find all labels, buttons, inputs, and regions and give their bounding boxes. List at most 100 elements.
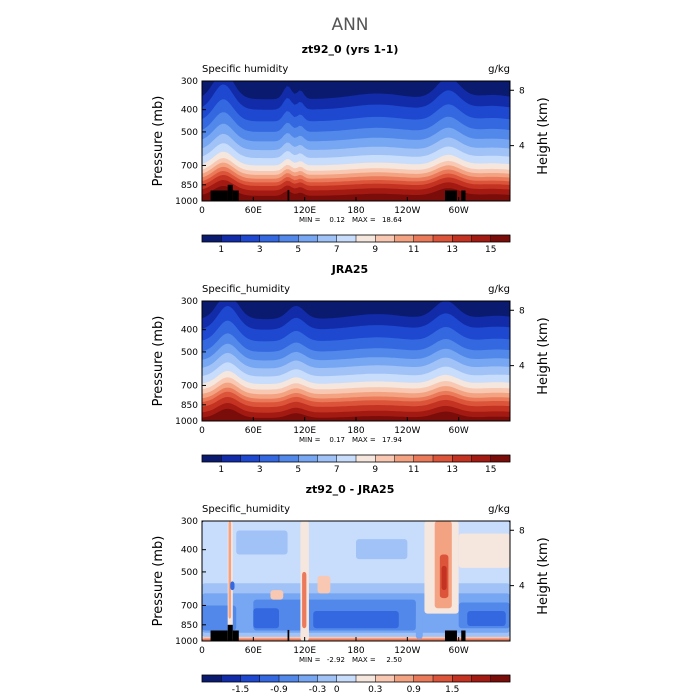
x-tick-label: 120E bbox=[293, 426, 316, 436]
colorbar-label: 3 bbox=[257, 245, 263, 255]
contour-region-13 bbox=[230, 581, 235, 591]
terrain-mask-4 bbox=[444, 190, 457, 201]
y-tick-label: 300 bbox=[181, 77, 198, 87]
panel-model: 0 60E 120E 180 120W 60W 300 400 500 700 850 1000 8 4 z… bbox=[151, 43, 551, 255]
colorbar-swatch bbox=[202, 455, 222, 462]
colorbar-label: 15 bbox=[485, 465, 496, 475]
colorbar-swatch bbox=[375, 675, 395, 682]
terrain-mask-0 bbox=[210, 190, 228, 201]
colorbar-label: 7 bbox=[334, 245, 340, 255]
y-tick-label: 700 bbox=[181, 161, 198, 171]
stats-max-value: 2.50 bbox=[386, 656, 402, 664]
colorbar-swatch bbox=[336, 455, 357, 462]
panel-title: zt92_0 - JRA25 bbox=[306, 483, 395, 496]
y-tick-label: 850 bbox=[181, 401, 198, 411]
x-tick-label: 60E bbox=[245, 426, 262, 436]
stats-min-label: MIN = bbox=[299, 436, 321, 444]
colorbar-swatch bbox=[298, 235, 318, 242]
colorbar-swatch bbox=[259, 235, 280, 242]
terrain-mask-0 bbox=[210, 630, 228, 641]
colorbar-swatch bbox=[356, 235, 376, 242]
x-tick-label: 0 bbox=[199, 646, 205, 656]
colorbar-swatch bbox=[279, 235, 299, 242]
colorbar-label: 1 bbox=[218, 465, 224, 475]
x-tick-label: 60W bbox=[448, 646, 468, 656]
colorbar-swatch bbox=[298, 455, 318, 462]
colorbar-label: 11 bbox=[408, 245, 419, 255]
y-tick-label: 500 bbox=[181, 348, 198, 358]
colorbar-swatch bbox=[279, 455, 299, 462]
terrain-mask-5 bbox=[461, 630, 466, 641]
y-tick-label: 700 bbox=[181, 381, 198, 391]
units-label: g/kg bbox=[488, 284, 510, 295]
colorbar-label: -1.5 bbox=[232, 685, 250, 695]
colorbar-swatch bbox=[240, 675, 261, 682]
x-tick-label: 0 bbox=[199, 206, 205, 216]
colorbar-swatch bbox=[490, 455, 511, 462]
contour-region-22 bbox=[458, 533, 510, 568]
variable-label: Specific_humidity bbox=[202, 504, 290, 515]
y-tick-label: 300 bbox=[181, 517, 198, 527]
colorbar-swatch bbox=[221, 675, 241, 682]
right-tick-label: 4 bbox=[519, 582, 525, 592]
colorbar-label: 9 bbox=[372, 245, 378, 255]
contour-region-24 bbox=[236, 530, 288, 555]
x-tick-label: 60E bbox=[245, 646, 262, 656]
x-tick-label: 60W bbox=[448, 426, 468, 436]
colorbar-label: 0.9 bbox=[407, 685, 422, 695]
terrain-mask-5 bbox=[461, 190, 466, 201]
colorbar-swatch bbox=[394, 235, 415, 242]
stats-min-value: -2.92 bbox=[327, 656, 345, 664]
colorbar-label: 7 bbox=[334, 465, 340, 475]
stats-min-label: MIN = bbox=[299, 656, 321, 664]
contour-field bbox=[202, 81, 510, 201]
colorbar-swatch bbox=[279, 675, 299, 682]
colorbar-label: 5 bbox=[295, 465, 301, 475]
terrain-mask-1 bbox=[227, 624, 233, 641]
colorbar-label: 1.5 bbox=[445, 685, 459, 695]
colorbar-swatch bbox=[356, 675, 376, 682]
x-tick-label: 120E bbox=[293, 206, 316, 216]
right-tick-label: 8 bbox=[519, 526, 525, 536]
contour-region-21 bbox=[441, 565, 447, 591]
colorbar-swatch bbox=[317, 235, 338, 242]
panel-difference: 0 60E 120E 180 120W 60W 300 400 500 700 850 1000 8 4 z… bbox=[151, 483, 551, 695]
colorbar-swatch bbox=[413, 235, 434, 242]
colorbar-swatch bbox=[394, 455, 415, 462]
colorbar-swatch bbox=[452, 235, 472, 242]
colorbar-swatch bbox=[202, 675, 222, 682]
colorbar-swatch bbox=[413, 455, 434, 462]
colorbar-swatch bbox=[452, 675, 472, 682]
colorbar-swatch bbox=[413, 675, 434, 682]
colorbar-label: 13 bbox=[447, 465, 458, 475]
x-tick-label: 180 bbox=[347, 426, 364, 436]
stats-min-label: MIN = bbox=[299, 216, 321, 224]
y-tick-label: 500 bbox=[181, 128, 198, 138]
terrain-mask-2 bbox=[232, 630, 239, 641]
stats-max-value: 17.94 bbox=[382, 436, 403, 444]
y-tick-label: 400 bbox=[181, 106, 198, 116]
y-tick-label: 1000 bbox=[175, 637, 198, 647]
colorbar-swatch bbox=[471, 455, 492, 462]
terrain-mask-1 bbox=[227, 184, 233, 201]
x-tick-label: 120W bbox=[394, 426, 420, 436]
contour-region-15 bbox=[302, 571, 307, 629]
colorbar-swatch bbox=[336, 235, 357, 242]
variable-label: Specific humidity bbox=[202, 64, 288, 75]
stats-max-label: MAX = bbox=[352, 656, 376, 664]
colorbar-swatch bbox=[356, 455, 376, 462]
colorbar-swatch bbox=[490, 675, 511, 682]
right-tick-label: 8 bbox=[519, 86, 525, 96]
colorbar-swatch bbox=[433, 455, 453, 462]
colorbar-swatch bbox=[298, 675, 318, 682]
panel-title: zt92_0 (yrs 1-1) bbox=[302, 43, 399, 56]
y-axis-right-title: Height (km) bbox=[536, 537, 551, 614]
colorbar-label: 1 bbox=[218, 245, 224, 255]
y-tick-label: 850 bbox=[181, 621, 198, 631]
colorbar-label: 15 bbox=[485, 245, 496, 255]
colorbar-label: 11 bbox=[408, 465, 419, 475]
stats-min-value: 0.17 bbox=[329, 436, 345, 444]
panel-title: JRA25 bbox=[331, 263, 368, 276]
y-tick-label: 1000 bbox=[175, 197, 198, 207]
